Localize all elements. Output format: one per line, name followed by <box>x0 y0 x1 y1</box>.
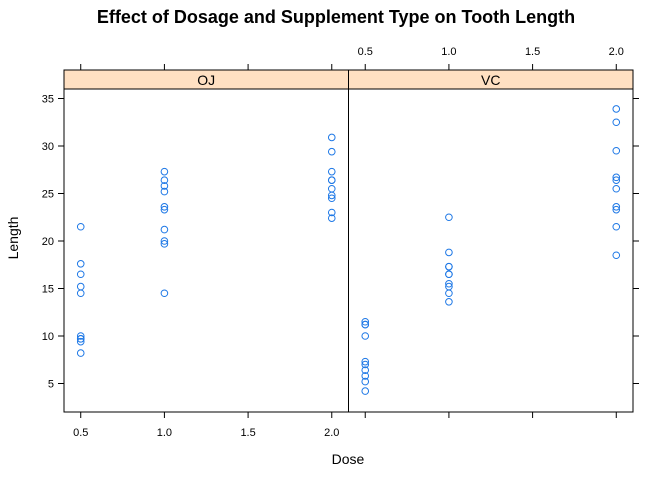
data-point <box>160 289 169 298</box>
data-point <box>445 262 453 271</box>
data-point <box>327 184 336 193</box>
data-point <box>612 118 621 127</box>
x-tick-label: 0.5 <box>358 46 373 58</box>
panel-vc: VC 0.5 1.0 1.5 2.0 <box>348 46 634 418</box>
y-tick-label: 5 <box>48 379 54 391</box>
data-point <box>76 337 85 346</box>
y-tick-label: 10 <box>42 331 54 343</box>
data-point <box>76 332 85 340</box>
panels-group: OJ 0.5 1.0 1.5 2.0 VC 0.5 1.0 1.5 2.0 <box>63 46 634 439</box>
data-point <box>327 176 336 184</box>
data-point <box>612 222 621 231</box>
data-point <box>327 133 336 142</box>
data-point <box>612 173 621 182</box>
data-point <box>160 187 169 196</box>
data-point <box>327 208 336 217</box>
data-point <box>612 184 621 193</box>
data-point <box>76 270 85 279</box>
data-point <box>327 191 336 200</box>
data-point <box>445 279 453 288</box>
data-point <box>445 213 453 222</box>
y-tick-label: 15 <box>42 284 54 296</box>
strip-label: VC <box>481 72 500 88</box>
data-point <box>76 222 85 231</box>
data-point <box>327 214 336 222</box>
data-point <box>361 366 370 375</box>
x-tick-label: 2.0 <box>609 46 624 58</box>
panel-frame <box>348 88 634 413</box>
data-point <box>160 240 169 248</box>
data-point <box>160 237 169 245</box>
y-axis-label: Length <box>5 217 21 260</box>
data-point <box>160 182 169 190</box>
data-point <box>612 105 621 113</box>
data-point <box>445 270 453 279</box>
data-point <box>612 205 621 214</box>
x-tick-label: 1.0 <box>157 427 172 439</box>
strip-label: OJ <box>197 72 215 88</box>
data-point <box>76 260 85 268</box>
data-point <box>361 332 370 340</box>
x-tick-label: 1.5 <box>240 427 255 439</box>
data-point <box>76 335 85 343</box>
x-tick-label: 2.0 <box>324 427 339 439</box>
data-point <box>160 176 169 184</box>
data-point <box>361 320 370 329</box>
axes-group: 5 10 15 20 25 30 35 <box>42 94 639 391</box>
data-point <box>327 167 336 176</box>
x-tick-label: 1.5 <box>525 46 540 58</box>
data-point <box>160 225 169 234</box>
data-point <box>76 289 85 298</box>
data-point <box>361 360 370 369</box>
data-point <box>327 147 336 156</box>
y-tick-label: 35 <box>42 94 54 106</box>
data-point <box>445 289 453 298</box>
y-tick-label: 30 <box>42 141 54 153</box>
x-tick-label: 0.5 <box>73 427 88 439</box>
panel-oj: OJ 0.5 1.0 1.5 2.0 <box>63 64 349 439</box>
data-point <box>160 205 169 214</box>
data-point <box>327 194 336 203</box>
x-tick-label: 1.0 <box>441 46 456 58</box>
data-point <box>361 357 370 366</box>
data-point <box>76 282 85 291</box>
data-point <box>361 377 370 386</box>
y-tick-label: 20 <box>42 236 54 248</box>
data-point <box>361 387 370 395</box>
data-point <box>612 176 621 184</box>
data-point <box>160 167 169 176</box>
y-tick-label: 25 <box>42 189 54 201</box>
data-point <box>612 251 621 260</box>
data-point <box>445 248 453 257</box>
data-point <box>445 298 453 306</box>
data-point <box>76 349 85 357</box>
data-point <box>612 146 621 155</box>
chart-title: Effect of Dosage and Supplement Type on … <box>97 7 575 27</box>
data-point <box>361 372 370 380</box>
data-point <box>361 317 370 326</box>
data-point <box>160 203 169 211</box>
panel-frame <box>63 88 349 413</box>
data-point <box>612 203 621 211</box>
x-axis-label: Dose <box>332 451 365 467</box>
